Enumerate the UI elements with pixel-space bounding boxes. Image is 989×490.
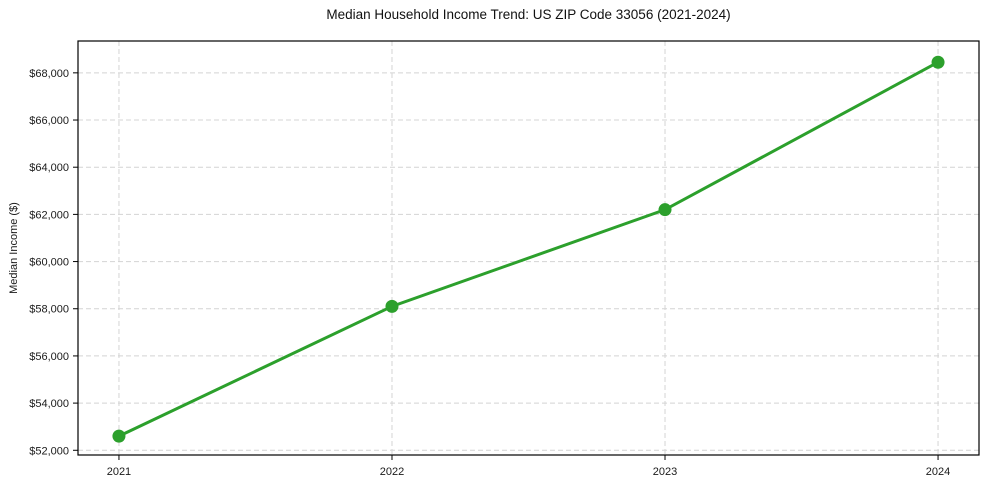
x-tick-label: 2023 <box>653 466 677 478</box>
y-tick-label: $68,000 <box>29 68 69 80</box>
y-tick-label: $66,000 <box>29 115 69 127</box>
y-tick-label: $64,000 <box>29 162 69 174</box>
y-tick-label: $52,000 <box>29 445 69 457</box>
axes-border <box>77 40 980 456</box>
x-tick-label: 2024 <box>926 466 950 478</box>
y-tick-label: $60,000 <box>29 257 69 269</box>
y-tick-label: $56,000 <box>29 351 69 363</box>
y-tick-label: $58,000 <box>29 304 69 316</box>
x-tick-label: 2022 <box>380 466 404 478</box>
trend-line <box>117 60 940 438</box>
y-tick-label: $54,000 <box>29 398 69 410</box>
data-point-2021 <box>112 429 126 443</box>
y-tick-label: $62,000 <box>29 209 69 221</box>
chart-title: Median Household Income Trend: US ZIP Co… <box>326 7 731 22</box>
x-tick-label: 2021 <box>107 466 131 478</box>
data-point-2023 <box>658 203 672 217</box>
data-point-2022 <box>385 299 399 313</box>
data-point-2024 <box>931 55 945 69</box>
